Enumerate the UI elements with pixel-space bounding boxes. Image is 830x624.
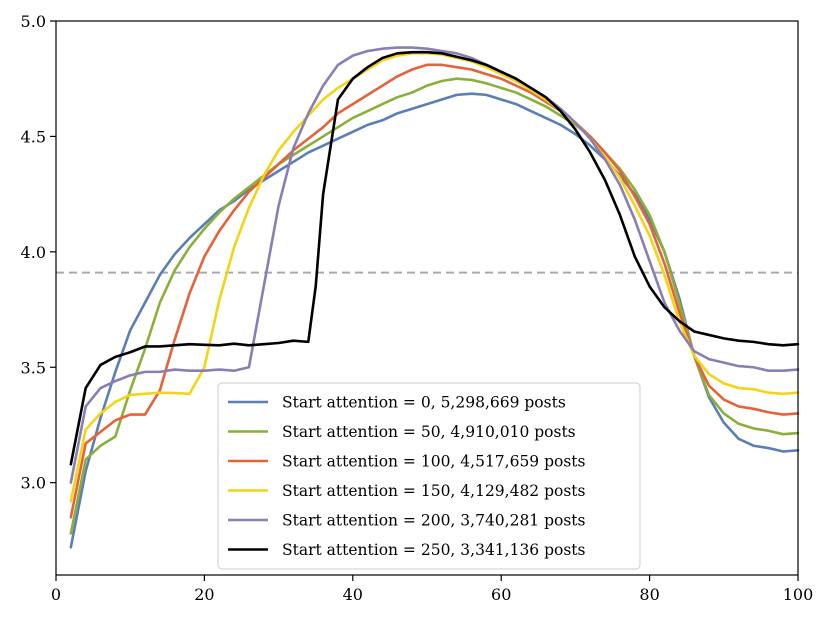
x-tick-label: 60 — [491, 585, 511, 604]
series-layer — [69, 46, 800, 549]
legend-label-2: Start attention = 100, 4,517,659 posts — [282, 453, 586, 471]
series-line-4 — [69, 46, 800, 484]
series-line-2 — [69, 63, 800, 519]
x-tick-label: 100 — [783, 585, 814, 604]
y-tick-label: 4.0 — [21, 243, 46, 262]
legend-label-4: Start attention = 200, 3,740,281 posts — [282, 512, 586, 530]
legend: Start attention = 0, 5,298,669 posts Star… — [217, 382, 641, 570]
legend-label-5: Start attention = 250, 3,341,136 posts — [282, 541, 586, 559]
legend-label-1: Start attention = 50, 4,910,010 posts — [282, 423, 576, 441]
y-tick-label: 4.5 — [21, 127, 46, 146]
series-line-1 — [69, 77, 800, 535]
x-tick-label: 20 — [194, 585, 214, 604]
legend-box — [217, 382, 641, 570]
y-tick-label: 5.0 — [21, 12, 46, 31]
plot-frame — [55, 20, 799, 576]
legend-label-3: Start attention = 150, 4,129,482 posts — [282, 482, 586, 500]
x-tick-label: 40 — [343, 585, 363, 604]
legend-label-0: Start attention = 0, 5,298,669 posts — [282, 394, 566, 412]
y-tick-label: 3.5 — [21, 358, 46, 377]
x-tick-label: 0 — [51, 585, 61, 604]
series-line-5 — [69, 50, 800, 466]
x-tick-label: 80 — [639, 585, 659, 604]
axis-ticks: 0 20 40 60 80 100 3.0 3.5 4.0 4.5 5.0 — [21, 12, 814, 604]
y-tick-label: 3.0 — [21, 474, 46, 493]
